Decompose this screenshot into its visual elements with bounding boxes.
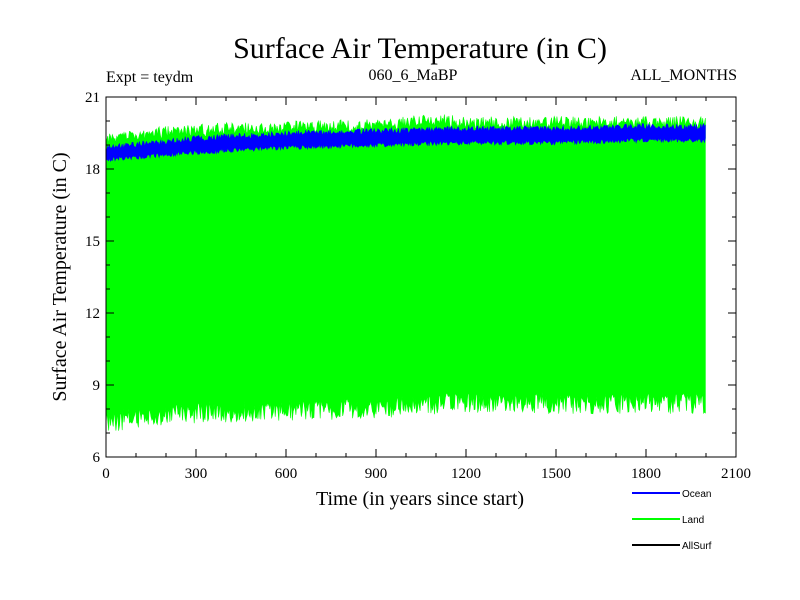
x-tick-label: 300 [185,466,208,482]
x-tick-label: 900 [365,466,388,482]
y-tick-label: 21 [85,90,100,106]
series-land-band [105,114,706,431]
x-tick-label: 1200 [451,466,481,482]
x-tick-label: 1800 [631,466,661,482]
legend-label-land: Land [682,515,704,526]
chart-subtitle-right: ALL_MONTHS [630,67,737,84]
y-tick-label: 18 [85,162,100,178]
x-tick-label: 1500 [541,466,571,482]
series-ocean-band [105,122,706,162]
x-axis-label: Time (in years since start) [316,488,524,510]
x-tick-label: 0 [102,466,110,482]
legend: Ocean Land AllSurf [632,489,712,552]
y-tick-label: 9 [93,378,101,394]
chart-title: Surface Air Temperature (in C) [233,32,607,65]
y-axis-label: Surface Air Temperature (in C) [49,152,71,401]
plot-frame [105,96,737,458]
x-tick-label: 2100 [721,466,751,482]
plot-area [105,114,706,431]
chart-subtitle-center: 060_6_MaBP [369,67,458,84]
y-tick-label: 15 [85,234,100,250]
legend-label-allsurf: AllSurf [682,541,712,552]
x-tick-label: 600 [275,466,298,482]
y-tick-label: 12 [85,306,100,322]
axis-ticks: 0 300 600 900 1200 1500 1800 2100 6 9 12 15 18 21 [85,90,751,482]
legend-label-ocean: Ocean [682,489,711,500]
y-tick-label: 6 [93,450,101,466]
chart-subtitle-left: Expt = teydm [106,69,194,86]
